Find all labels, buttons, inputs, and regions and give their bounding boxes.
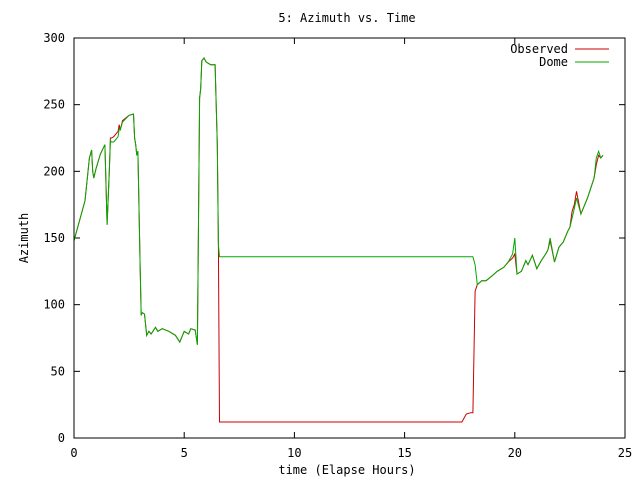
x-tick-label: 5 bbox=[181, 446, 188, 460]
y-tick-label: 50 bbox=[51, 364, 65, 378]
x-tick-label: 25 bbox=[618, 446, 632, 460]
chart-title: 5: Azimuth vs. Time bbox=[278, 11, 415, 25]
legend-label-observed: Observed bbox=[510, 42, 568, 56]
y-tick-label: 100 bbox=[43, 298, 65, 312]
series-line-observed bbox=[73, 57, 604, 423]
legend-label-dome: Dome bbox=[539, 55, 568, 69]
plot-frame bbox=[73, 37, 626, 439]
x-tick-label: 0 bbox=[70, 446, 77, 460]
x-tick-label: 15 bbox=[397, 446, 411, 460]
y-tick-label: 200 bbox=[43, 164, 65, 178]
y-tick-label: 300 bbox=[43, 31, 65, 45]
x-tick-label: 20 bbox=[508, 446, 522, 460]
x-axis-label: time (Elapse Hours) bbox=[278, 463, 415, 477]
x-tick-label: 10 bbox=[287, 446, 301, 460]
series-line-dome bbox=[73, 57, 604, 345]
y-tick-label: 0 bbox=[58, 431, 65, 445]
y-axis-label: Azimuth bbox=[17, 213, 31, 264]
series-lines bbox=[73, 57, 604, 423]
y-tick-label: 250 bbox=[43, 98, 65, 112]
y-tick-label: 150 bbox=[43, 231, 65, 245]
